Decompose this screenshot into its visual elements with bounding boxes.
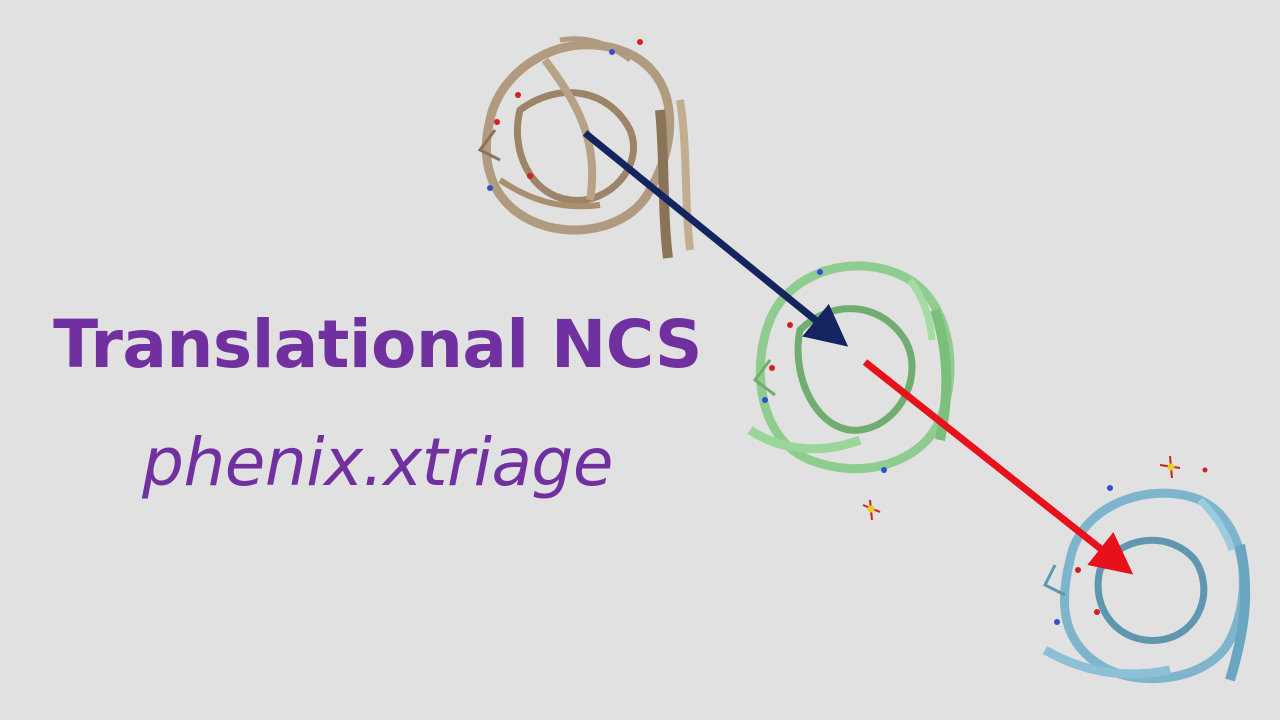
translation-arrow-second xyxy=(862,359,1134,575)
molecule-copy-3 xyxy=(1042,455,1251,684)
slide-title: Translational NCS xyxy=(53,306,702,383)
slide-subtitle: phenix.xtriage xyxy=(142,424,613,501)
translation-arrow-first xyxy=(582,130,849,347)
molecule-copy-2 xyxy=(747,261,955,521)
ligand-sulfate-1 xyxy=(862,499,881,521)
molecule-copy-1 xyxy=(477,36,694,259)
ligand-sulfate-2 xyxy=(1159,455,1181,479)
